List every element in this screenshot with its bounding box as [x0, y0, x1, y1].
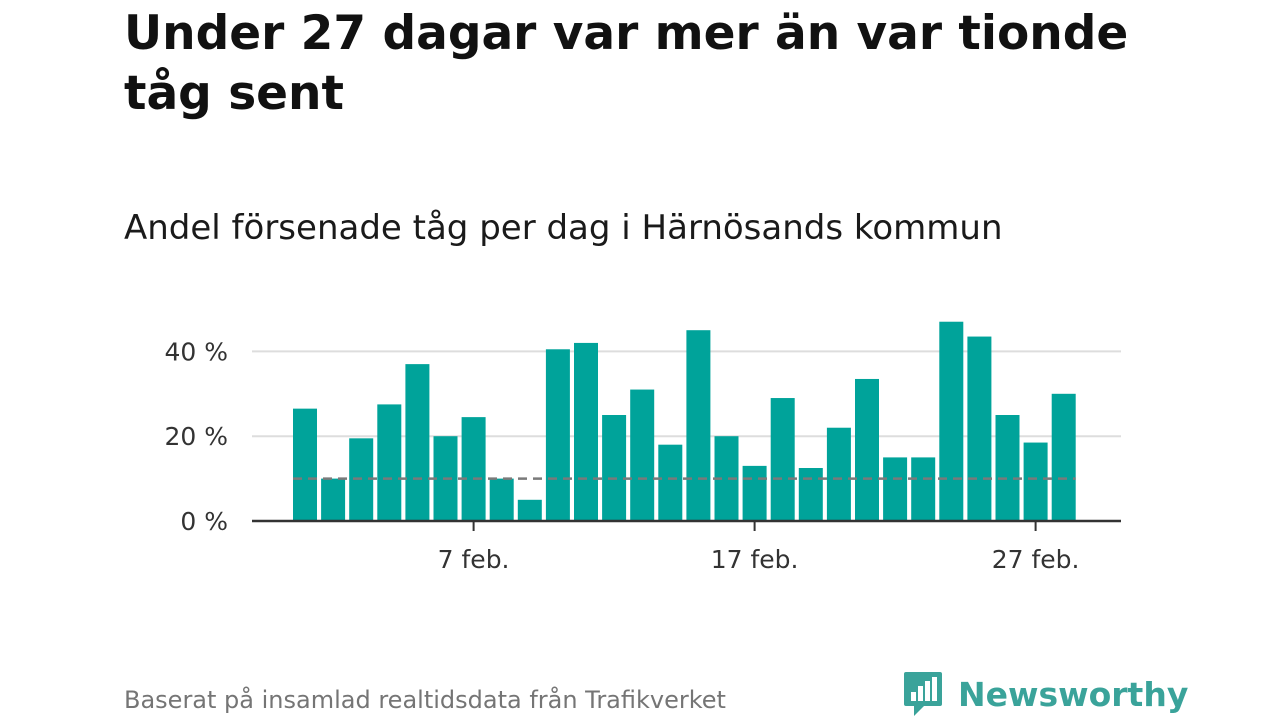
chart-title: Under 27 dagar var mer än var tionde tåg…	[124, 6, 1129, 121]
bar	[883, 457, 908, 521]
bar	[798, 468, 823, 521]
bar	[911, 457, 936, 521]
bar	[405, 364, 430, 521]
bar	[293, 408, 317, 521]
x-tick-label: 27 feb.	[992, 545, 1080, 574]
bar	[489, 478, 514, 521]
x-tick-label: 17 feb.	[711, 545, 799, 574]
bar	[321, 478, 346, 521]
bar	[602, 415, 627, 521]
bar	[574, 342, 598, 521]
bar	[1023, 442, 1048, 521]
bar	[995, 415, 1020, 521]
bar	[630, 389, 655, 521]
bar	[517, 499, 542, 521]
bar	[377, 404, 402, 521]
bar	[939, 321, 964, 521]
bar	[826, 427, 851, 521]
axes: 0 % 20 % 40 % 7 feb. 17 feb. 27 feb.	[164, 337, 1121, 574]
y-tick-label: 0 %	[180, 507, 228, 536]
bar	[770, 398, 795, 521]
y-tick-label: 20 %	[164, 422, 228, 451]
bar	[461, 417, 486, 521]
x-tick-label: 7 feb.	[438, 545, 510, 574]
chart-subtitle: Andel försenade tåg per dag i Härnösands…	[124, 208, 1003, 248]
bar	[967, 336, 992, 521]
bar	[686, 330, 711, 521]
brand-logo: Newsworthy	[902, 670, 1188, 718]
newsworthy-logo-icon	[904, 672, 942, 716]
source-note: Baserat på insamlad realtidsdata från Tr…	[124, 686, 726, 714]
y-tick-label: 40 %	[164, 337, 228, 366]
bar	[658, 444, 683, 521]
bars	[293, 321, 1076, 521]
bar	[742, 465, 767, 521]
bar	[1051, 393, 1076, 521]
brand-name: Newsworthy	[958, 674, 1189, 714]
bar	[855, 378, 879, 521]
bar	[545, 349, 570, 521]
